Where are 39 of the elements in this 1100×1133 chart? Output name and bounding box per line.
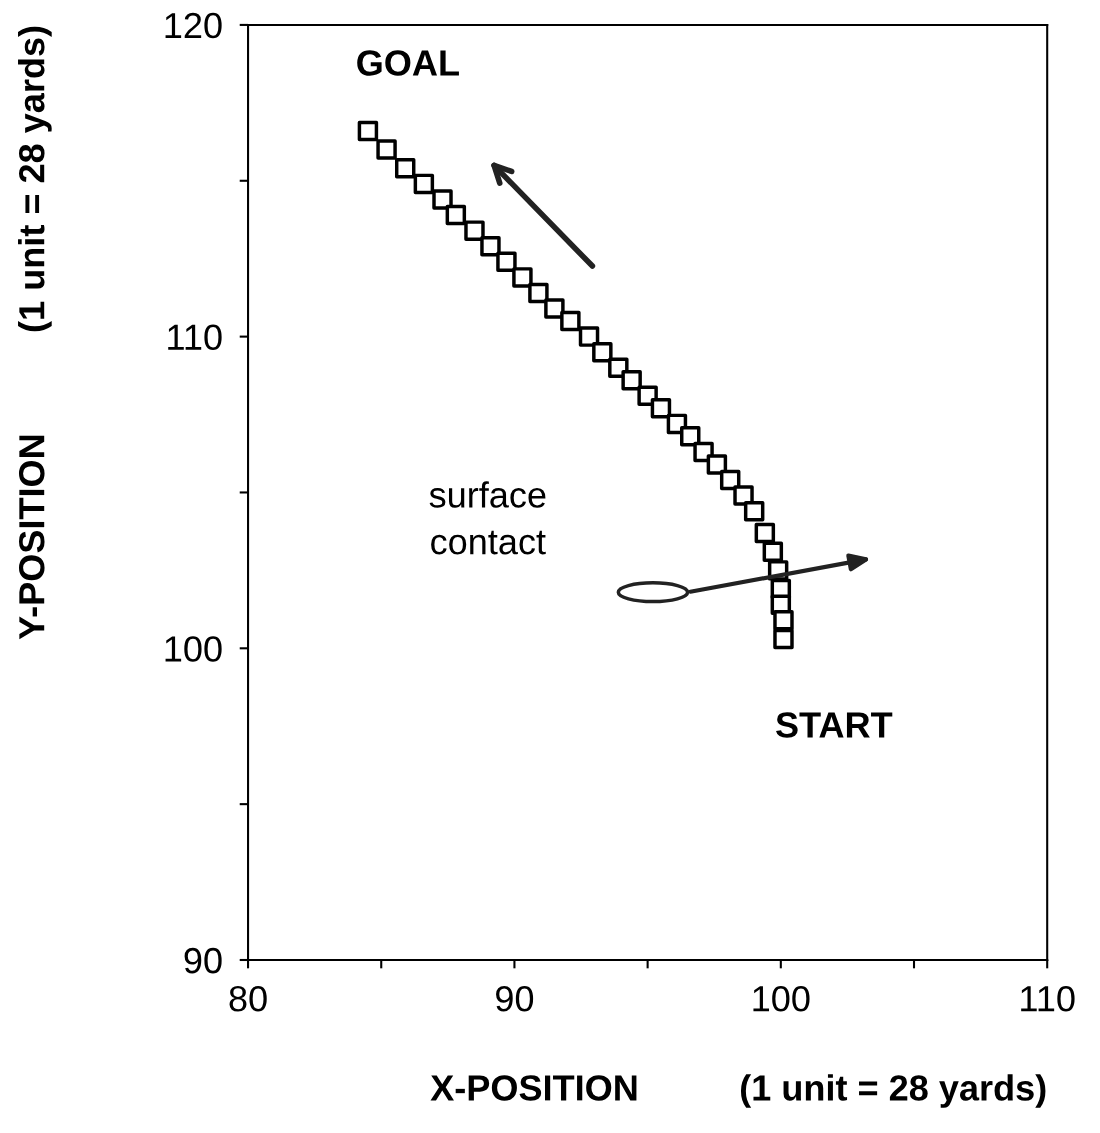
point [357,120,379,142]
point [445,204,467,226]
point [743,500,765,522]
point [592,341,613,363]
y-tick-label: 90 [184,947,222,974]
point [773,628,794,650]
y-axis-title: Y-POSITION (1 unit = 28 yards) [18,26,52,640]
point [762,541,784,562]
point [376,139,397,160]
point [578,326,600,347]
point [754,522,776,544]
y-tick-label: 120 [165,12,222,39]
point [680,426,701,447]
point [464,220,485,241]
y-tick-label: 110 [168,324,222,351]
x-axis-title: X-POSITION (1 unit = 28 yards) [430,1074,1046,1108]
point [773,610,794,631]
point [512,267,533,288]
y-tick-label: 100 [165,636,222,662]
point [528,282,549,304]
annotation: surface contact [429,481,546,555]
point [733,485,754,506]
point [480,235,501,257]
point [496,251,517,273]
point [621,370,642,391]
point [706,454,728,475]
x-tick-label: 100 [753,985,810,1012]
x-tick-label: 110 [1021,985,1075,1012]
point [650,398,672,419]
x-tick-label: 80 [229,985,267,1012]
annotation: GOAL [357,50,459,76]
point [432,189,453,210]
point [394,158,416,179]
annotation: START [776,712,893,738]
point [544,298,565,319]
point [560,310,581,332]
point [413,173,435,195]
x-tick-label: 90 [496,985,534,1012]
point [719,469,741,491]
